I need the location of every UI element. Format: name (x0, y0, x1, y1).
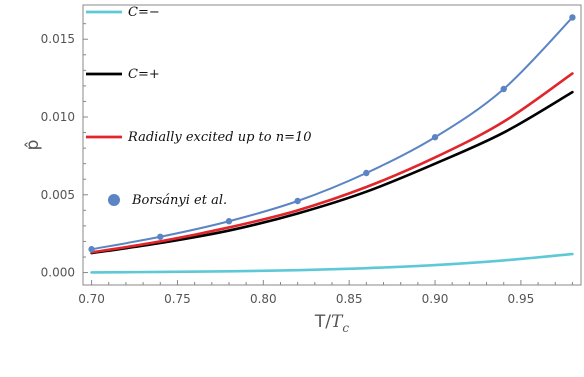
x-tick-label: 0.95 (508, 292, 535, 306)
x-tick-label: 0.70 (78, 292, 105, 306)
legend-label-radially-excited-up-to-n-10: Radially excited up to n=10 (127, 130, 312, 145)
data-point-bors-nyi-et-al (500, 85, 507, 93)
x-tick-label: 0.75 (164, 292, 191, 306)
y-axis-title: p̂ (23, 140, 43, 151)
series-line-radially-excited-up-to-n-10 (90, 72, 574, 254)
data-point-bors-nyi-et-al (225, 218, 233, 225)
data-point-bors-nyi-et-al (431, 134, 439, 141)
legend-label-c: C=− (128, 5, 160, 20)
y-tick-label: 0.010 (41, 110, 75, 124)
data-point-bors-nyi-et-al (294, 197, 301, 205)
x-tick-label: 0.80 (250, 292, 277, 306)
legend-label-c: C=+ (128, 67, 160, 82)
x-axis-title: T/Tc (314, 312, 349, 335)
x-tick-label: 0.90 (422, 292, 449, 306)
x-tick-label: 0.85 (336, 292, 363, 306)
data-point-bors-nyi-et-al (569, 14, 576, 21)
series-line-c (90, 252, 574, 274)
data-point-bors-nyi-et-al (88, 246, 95, 253)
legend-marker-bors-nyi-et-al (108, 194, 120, 206)
y-tick-label: 0.015 (41, 32, 75, 46)
data-point-bors-nyi-et-al (363, 169, 370, 177)
data-point-bors-nyi-et-al (157, 233, 164, 240)
series-line-c (90, 90, 574, 255)
legend-label-bors-nyi-et-al: Borsányi et al. (131, 193, 227, 208)
y-tick-label: 0.005 (41, 188, 75, 202)
y-tick-label: 0.000 (41, 266, 75, 280)
